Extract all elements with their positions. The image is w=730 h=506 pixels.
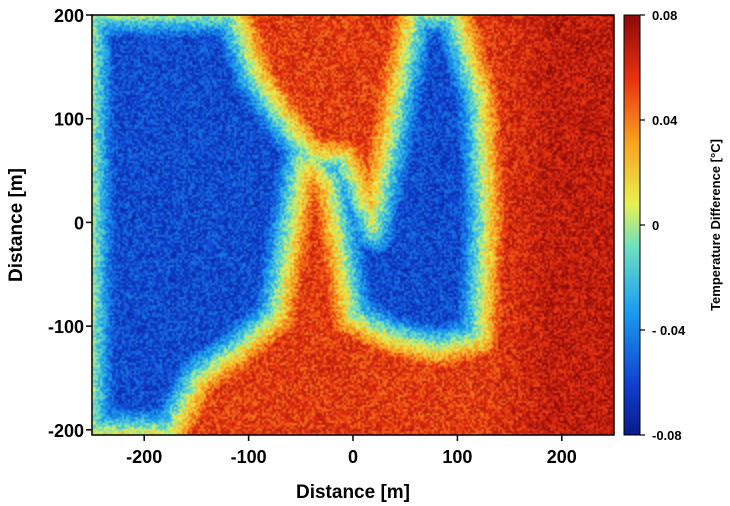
- colorbar: [623, 14, 641, 436]
- colorbar-axis: 0.08 0.04 0 - 0.04 -0.08: [640, 8, 686, 443]
- x-tick-label: -200: [126, 447, 162, 467]
- y-tick-label: 200: [54, 6, 84, 26]
- colorbar-tick-label: 0: [652, 218, 659, 233]
- x-axis: -200 -100 0 100 200: [126, 435, 577, 467]
- colorbar-tick-label: -0.08: [652, 428, 682, 443]
- y-axis: 200 100 0 -100 -200: [48, 6, 92, 441]
- y-tick-label: 0: [74, 213, 84, 233]
- y-tick-label: -100: [48, 317, 84, 337]
- x-axis-title: Distance [m]: [296, 482, 410, 503]
- colorbar-tick-label: - 0.04: [652, 323, 686, 338]
- colorbar-tick-label: 0.04: [652, 113, 678, 128]
- y-axis-title: Distance [m]: [6, 168, 27, 282]
- x-tick-label: 200: [547, 447, 577, 467]
- colorbar-label: Temperature Difference [°C]: [708, 139, 723, 311]
- x-tick-label: -100: [231, 447, 267, 467]
- colorbar-tick-label: 0.08: [652, 8, 677, 23]
- heatmap-field: [92, 15, 614, 435]
- y-tick-label: -200: [48, 421, 84, 441]
- x-tick-label: 100: [442, 447, 472, 467]
- x-tick-label: 0: [348, 447, 358, 467]
- y-tick-label: 100: [54, 110, 84, 130]
